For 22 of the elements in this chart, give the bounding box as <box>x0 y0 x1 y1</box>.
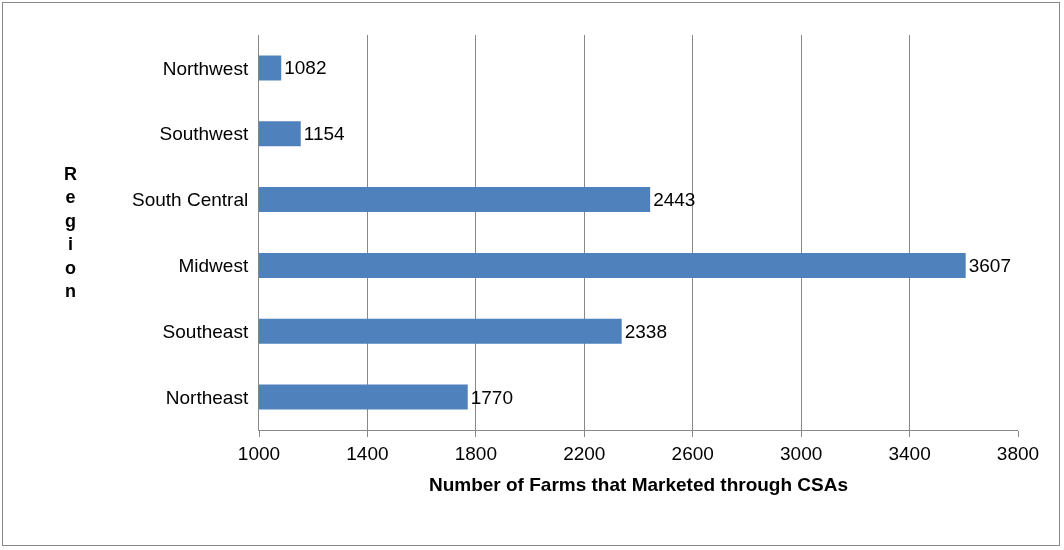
x-tick-label: 3400 <box>888 442 931 464</box>
x-axis-title: Number of Farms that Marketed through CSAs <box>428 473 849 495</box>
x-tick-label: 3000 <box>780 442 823 464</box>
x-tick-label: 2600 <box>671 442 714 464</box>
data-label: 3607 <box>968 254 1011 276</box>
y-tick-label: Southeast <box>162 320 249 342</box>
y-tick-label: Southwest <box>159 123 249 145</box>
x-tick-label: 3800 <box>996 442 1040 464</box>
data-label: 1770 <box>470 386 514 408</box>
data-label: 2338 <box>624 320 667 342</box>
data-label: 2443 <box>653 189 696 211</box>
y-tick-label: Northeast <box>165 386 249 408</box>
x-tick-label: 2200 <box>563 442 606 464</box>
y-tick-label: Midwest <box>178 255 249 277</box>
x-tick-label: 1000 <box>237 442 281 464</box>
x-tick-label: 1800 <box>454 442 497 464</box>
y-tick-label: South Central <box>132 189 249 211</box>
data-label: 1154 <box>303 123 346 145</box>
y-axis-title: Region <box>64 164 77 301</box>
data-label: 1082 <box>284 57 327 79</box>
x-tick-label: 1400 <box>346 442 389 464</box>
y-tick-label: Northwest <box>162 57 249 79</box>
